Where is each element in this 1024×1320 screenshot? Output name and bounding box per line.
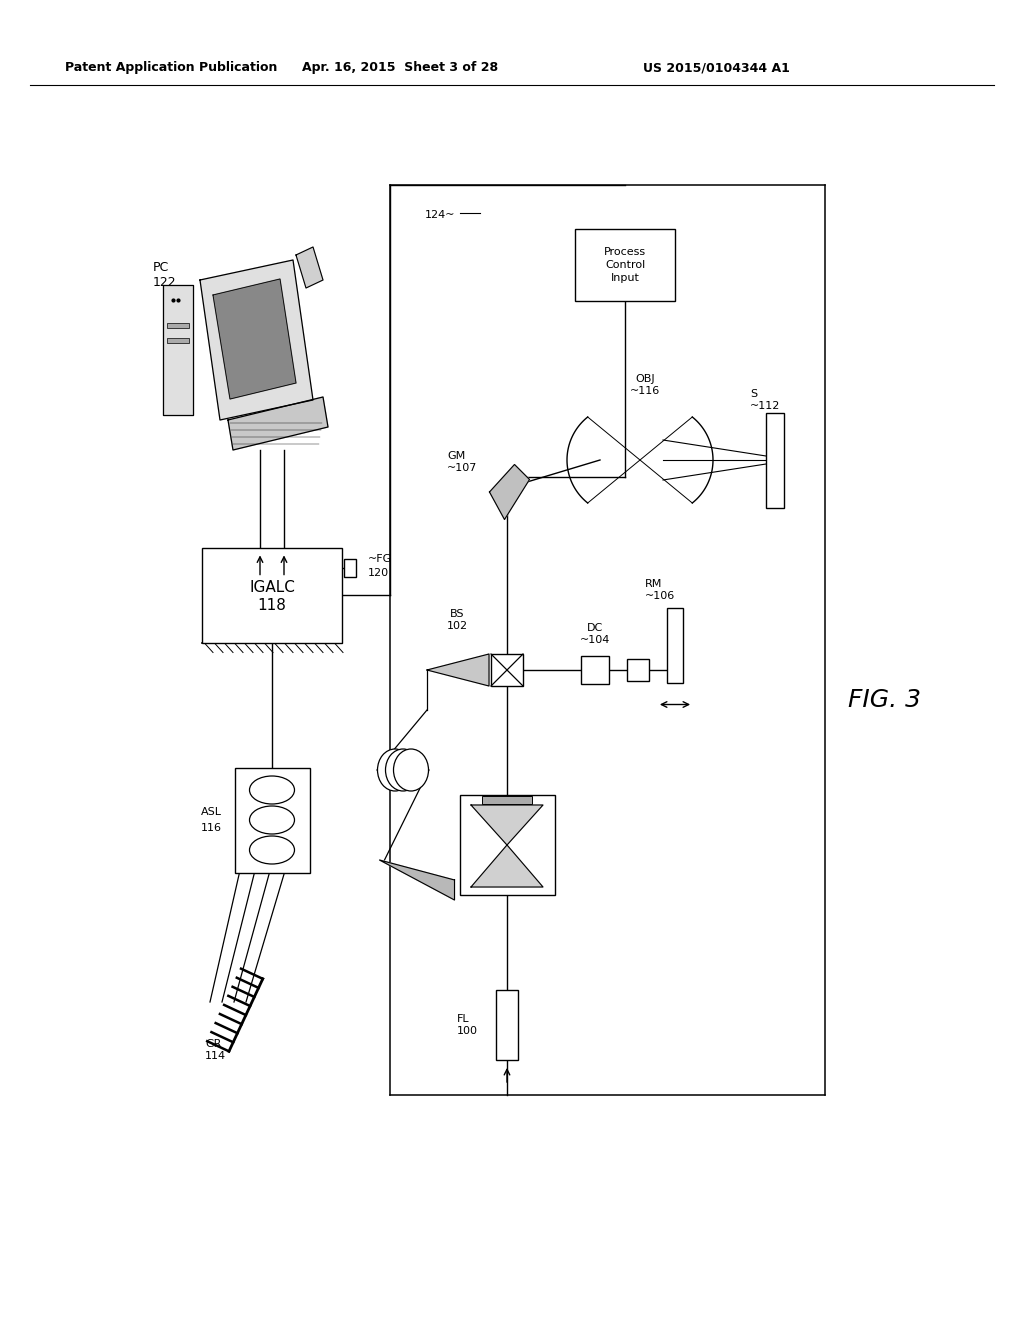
Bar xyxy=(460,795,555,895)
Text: PC
122: PC 122 xyxy=(153,261,176,289)
Bar xyxy=(581,656,609,684)
Text: GR
114: GR 114 xyxy=(205,1039,226,1061)
Ellipse shape xyxy=(393,748,428,791)
Bar xyxy=(496,990,518,1060)
Ellipse shape xyxy=(250,776,295,804)
Text: RM
~106: RM ~106 xyxy=(645,579,675,601)
Text: Input: Input xyxy=(610,273,639,282)
Polygon shape xyxy=(200,260,313,420)
Text: FIG. 3: FIG. 3 xyxy=(849,688,922,711)
Polygon shape xyxy=(427,653,489,686)
Text: S
~112: S ~112 xyxy=(750,389,780,411)
Text: 118: 118 xyxy=(258,598,287,612)
Polygon shape xyxy=(163,285,193,414)
Text: Control: Control xyxy=(605,260,645,271)
Ellipse shape xyxy=(385,748,421,791)
Bar xyxy=(202,548,342,643)
Polygon shape xyxy=(471,805,543,845)
Bar xyxy=(575,228,675,301)
Polygon shape xyxy=(213,279,296,399)
Bar xyxy=(344,558,356,577)
Bar xyxy=(167,322,189,327)
Text: ASL: ASL xyxy=(201,807,222,817)
Bar xyxy=(482,796,532,804)
Text: Process: Process xyxy=(604,247,646,257)
Text: ~FG: ~FG xyxy=(368,554,392,565)
Text: BS
102: BS 102 xyxy=(446,610,468,631)
Text: 120: 120 xyxy=(368,568,389,578)
Polygon shape xyxy=(489,465,529,520)
Bar xyxy=(234,767,309,873)
Polygon shape xyxy=(471,845,543,887)
Polygon shape xyxy=(228,397,328,450)
Text: US 2015/0104344 A1: US 2015/0104344 A1 xyxy=(643,62,790,74)
Text: OBJ
~116: OBJ ~116 xyxy=(630,374,660,396)
Bar xyxy=(667,607,683,682)
Text: 124~: 124~ xyxy=(425,210,455,220)
Text: DC
~104: DC ~104 xyxy=(580,623,610,644)
Text: GM
~107: GM ~107 xyxy=(447,451,477,473)
Text: IGALC: IGALC xyxy=(249,579,295,594)
Bar xyxy=(627,659,649,681)
Text: FL
100: FL 100 xyxy=(457,1014,478,1036)
Polygon shape xyxy=(380,861,455,900)
Bar xyxy=(167,338,189,342)
Text: Patent Application Publication: Patent Application Publication xyxy=(65,62,278,74)
Ellipse shape xyxy=(250,836,295,865)
Ellipse shape xyxy=(250,807,295,834)
Bar xyxy=(490,653,523,686)
Polygon shape xyxy=(296,247,323,288)
Bar xyxy=(766,412,784,507)
Ellipse shape xyxy=(378,748,413,791)
Text: 116: 116 xyxy=(201,822,222,833)
Text: Apr. 16, 2015  Sheet 3 of 28: Apr. 16, 2015 Sheet 3 of 28 xyxy=(302,62,498,74)
